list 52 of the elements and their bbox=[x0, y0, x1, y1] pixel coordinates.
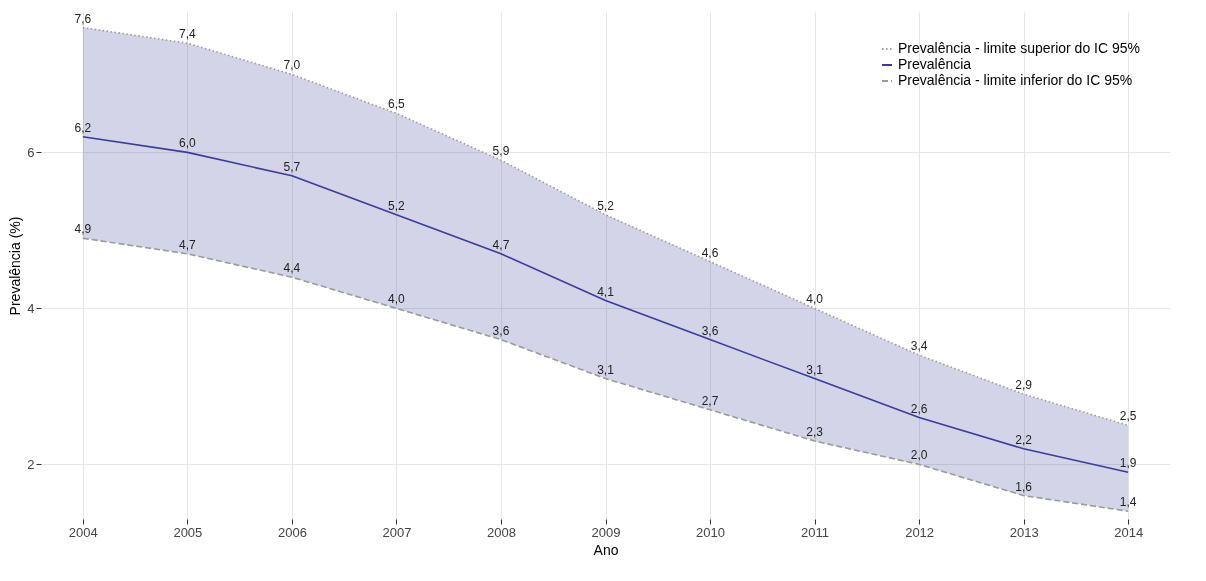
data-label: 4,0 bbox=[806, 292, 824, 307]
data-label: 4,7 bbox=[492, 237, 510, 252]
y-tick-label: 6 bbox=[27, 144, 35, 160]
data-label: 2,6 bbox=[910, 401, 928, 416]
data-label: 4,6 bbox=[701, 245, 719, 260]
data-label: 2,3 bbox=[806, 425, 824, 439]
data-label: 1,4 bbox=[1119, 495, 1137, 510]
data-label: 3,4 bbox=[910, 339, 928, 354]
x-tick-label: 2005 bbox=[173, 524, 203, 540]
x-axis-title: Ano bbox=[593, 541, 619, 558]
y-tick-label: 2 bbox=[27, 456, 35, 472]
data-label: 2,9 bbox=[1015, 378, 1033, 393]
x-tick-label: 2011 bbox=[801, 524, 830, 540]
y-tick-label: 4 bbox=[27, 300, 35, 316]
data-label: 6,5 bbox=[388, 97, 406, 112]
x-tick-label: 2014 bbox=[1114, 524, 1144, 540]
x-tick-label: 2004 bbox=[68, 524, 98, 540]
x-tick-label: 2012 bbox=[905, 524, 935, 540]
data-label: 7,4 bbox=[179, 27, 197, 42]
data-label: 4,9 bbox=[74, 222, 92, 237]
data-label: 2,5 bbox=[1119, 409, 1137, 424]
x-tick-label: 2010 bbox=[696, 524, 725, 540]
data-label: 5,2 bbox=[388, 198, 406, 213]
x-tick-label: 2009 bbox=[591, 524, 621, 540]
data-label: 5,2 bbox=[597, 198, 615, 213]
data-label: 4,1 bbox=[597, 284, 615, 299]
data-label: 3,1 bbox=[597, 362, 615, 377]
data-label: 5,9 bbox=[492, 144, 510, 159]
data-label: 2,2 bbox=[1015, 432, 1033, 447]
data-label: 6,0 bbox=[179, 136, 197, 151]
data-label: 6,2 bbox=[74, 120, 92, 135]
data-label: 7,6 bbox=[74, 11, 92, 26]
legend-label: Prevalência - limite superior do IC 95% bbox=[898, 40, 1140, 56]
data-label: 2,0 bbox=[910, 448, 928, 463]
data-label: 3,6 bbox=[492, 323, 510, 338]
data-label: 4,7 bbox=[179, 237, 197, 252]
legend-label: Prevalência - limite inferior do IC 95% bbox=[898, 72, 1133, 88]
data-label: 3,1 bbox=[806, 362, 824, 377]
x-tick-label: 2006 bbox=[277, 524, 307, 540]
data-label: 4,0 bbox=[388, 292, 406, 307]
data-label: 7,0 bbox=[283, 58, 301, 73]
x-tick-label: 2013 bbox=[1009, 524, 1039, 540]
data-label: 3,6 bbox=[701, 323, 719, 338]
legend-label: Prevalência bbox=[898, 56, 972, 72]
data-label: 2,7 bbox=[701, 393, 719, 408]
data-label: 4,4 bbox=[283, 261, 301, 276]
data-label: 1,9 bbox=[1119, 456, 1137, 471]
data-label: 1,6 bbox=[1015, 479, 1033, 494]
x-tick-label: 2007 bbox=[382, 524, 412, 540]
y-axis-title: Prevalência (%) bbox=[7, 216, 24, 316]
data-label: 5,7 bbox=[283, 159, 301, 174]
x-tick-label: 2008 bbox=[487, 524, 516, 540]
